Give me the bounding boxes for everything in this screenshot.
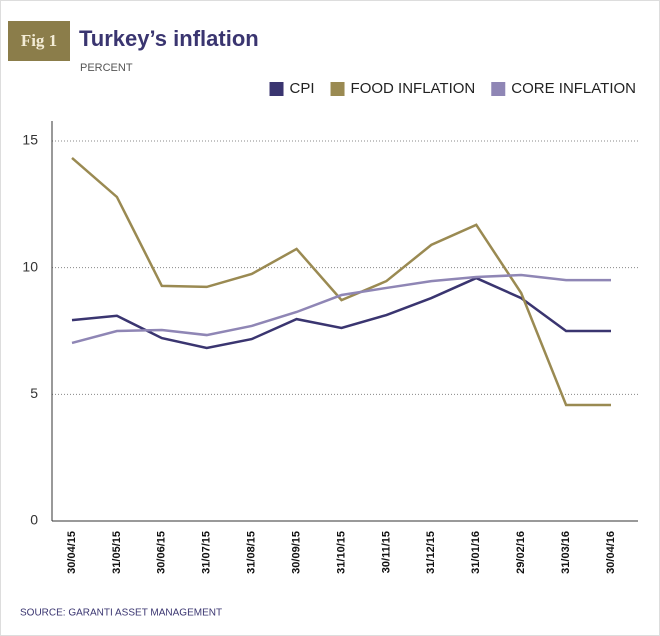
x-tick-label: 31/08/15 (246, 531, 258, 574)
legend-swatch (269, 82, 284, 96)
fig-label: Fig 1 (21, 31, 57, 50)
line-series (71, 276, 611, 350)
x-tick-label: 30/04/15 (66, 531, 78, 574)
legend-label: FOOD INFLATION (351, 80, 476, 97)
x-tick-label: 31/10/15 (335, 531, 347, 574)
x-tick-label: 30/09/15 (290, 531, 302, 574)
line-series (71, 157, 611, 407)
chart-title: Turkey’s inflation (79, 26, 259, 51)
fig-box (8, 21, 70, 61)
x-tick-label: 31/07/15 (201, 531, 213, 574)
x-tick-label: 31/03/16 (560, 531, 572, 574)
y-tick-label: 10 (22, 258, 38, 274)
legend-swatch (330, 82, 345, 96)
x-tick-label: 31/12/15 (425, 531, 437, 574)
legend-label: CPI (290, 80, 315, 97)
y-tick-label: 0 (30, 512, 38, 528)
legend-label: CORE INFLATION (511, 80, 636, 97)
x-tick-label: 30/11/15 (380, 531, 392, 573)
x-tick-label: 29/02/16 (515, 531, 527, 574)
y-tick-label: 15 (22, 132, 38, 148)
x-tick-label: 30/06/15 (156, 531, 168, 574)
x-tick-label: 31/05/15 (111, 531, 123, 574)
subtitle: PERCENT (80, 62, 133, 74)
line-series (71, 273, 611, 345)
x-tick-label: 30/04/16 (605, 531, 617, 574)
source: SOURCE: GARANTI ASSET MANAGEMENT (20, 608, 222, 619)
legend-swatch (491, 82, 506, 96)
x-tick-label: 31/01/16 (470, 531, 482, 574)
y-tick-label: 5 (30, 385, 38, 401)
